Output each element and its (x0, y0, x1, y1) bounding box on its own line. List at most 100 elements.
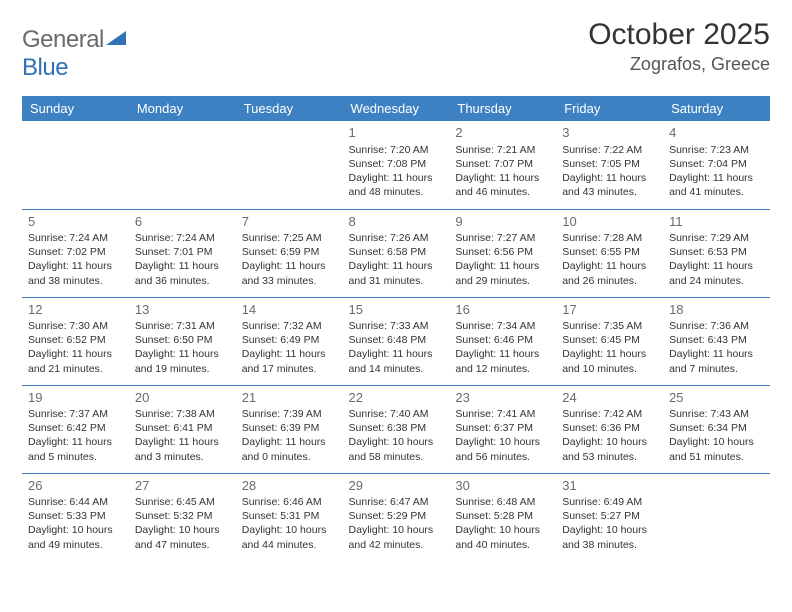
day-number: 26 (28, 477, 123, 495)
day-number: 2 (455, 124, 550, 142)
day-number: 9 (455, 213, 550, 231)
sunset-text: Sunset: 6:48 PM (349, 333, 444, 347)
sunrise-text: Sunrise: 6:49 AM (562, 495, 657, 509)
sunrise-text: Sunrise: 7:29 AM (669, 231, 764, 245)
calendar-day-cell: 13Sunrise: 7:31 AMSunset: 6:50 PMDayligh… (129, 297, 236, 385)
daylight-text: Daylight: 10 hours and 42 minutes. (349, 523, 444, 551)
daylight-text: Daylight: 10 hours and 49 minutes. (28, 523, 123, 551)
sunrise-text: Sunrise: 7:31 AM (135, 319, 230, 333)
sunrise-text: Sunrise: 7:27 AM (455, 231, 550, 245)
location-label: Zografos, Greece (588, 54, 770, 75)
sunrise-text: Sunrise: 6:48 AM (455, 495, 550, 509)
calendar-day-cell: 10Sunrise: 7:28 AMSunset: 6:55 PMDayligh… (556, 209, 663, 297)
day-number: 6 (135, 213, 230, 231)
calendar-week-row: 5Sunrise: 7:24 AMSunset: 7:02 PMDaylight… (22, 209, 770, 297)
calendar-day-cell (236, 121, 343, 209)
sunset-text: Sunset: 5:29 PM (349, 509, 444, 523)
sunrise-text: Sunrise: 7:25 AM (242, 231, 337, 245)
sunset-text: Sunset: 6:43 PM (669, 333, 764, 347)
sunset-text: Sunset: 6:37 PM (455, 421, 550, 435)
calendar-day-cell: 22Sunrise: 7:40 AMSunset: 6:38 PMDayligh… (343, 385, 450, 473)
calendar-day-cell: 30Sunrise: 6:48 AMSunset: 5:28 PMDayligh… (449, 473, 556, 561)
sunrise-text: Sunrise: 7:34 AM (455, 319, 550, 333)
daylight-text: Daylight: 10 hours and 44 minutes. (242, 523, 337, 551)
calendar-day-cell: 1Sunrise: 7:20 AMSunset: 7:08 PMDaylight… (343, 121, 450, 209)
day-number: 14 (242, 301, 337, 319)
sunset-text: Sunset: 6:49 PM (242, 333, 337, 347)
day-header: Tuesday (236, 96, 343, 121)
daylight-text: Daylight: 11 hours and 12 minutes. (455, 347, 550, 375)
daylight-text: Daylight: 10 hours and 40 minutes. (455, 523, 550, 551)
calendar-body: 1Sunrise: 7:20 AMSunset: 7:08 PMDaylight… (22, 121, 770, 561)
day-header: Friday (556, 96, 663, 121)
sunset-text: Sunset: 6:58 PM (349, 245, 444, 259)
day-header: Wednesday (343, 96, 450, 121)
day-number: 17 (562, 301, 657, 319)
calendar-table: SundayMondayTuesdayWednesdayThursdayFrid… (22, 96, 770, 561)
sunset-text: Sunset: 6:42 PM (28, 421, 123, 435)
daylight-text: Daylight: 11 hours and 46 minutes. (455, 171, 550, 199)
sunset-text: Sunset: 6:38 PM (349, 421, 444, 435)
header: General Blue October 2025 Zografos, Gree… (22, 18, 770, 82)
daylight-text: Daylight: 10 hours and 51 minutes. (669, 435, 764, 463)
sunrise-text: Sunrise: 6:44 AM (28, 495, 123, 509)
day-number: 30 (455, 477, 550, 495)
day-number: 13 (135, 301, 230, 319)
calendar-day-cell: 5Sunrise: 7:24 AMSunset: 7:02 PMDaylight… (22, 209, 129, 297)
daylight-text: Daylight: 10 hours and 53 minutes. (562, 435, 657, 463)
day-header: Monday (129, 96, 236, 121)
day-header: Thursday (449, 96, 556, 121)
sunrise-text: Sunrise: 6:45 AM (135, 495, 230, 509)
sunset-text: Sunset: 5:31 PM (242, 509, 337, 523)
daylight-text: Daylight: 10 hours and 56 minutes. (455, 435, 550, 463)
sunset-text: Sunset: 6:46 PM (455, 333, 550, 347)
title-block: October 2025 Zografos, Greece (588, 18, 770, 75)
sunset-text: Sunset: 6:55 PM (562, 245, 657, 259)
brand-name-b: Blue (22, 54, 68, 81)
daylight-text: Daylight: 11 hours and 24 minutes. (669, 259, 764, 287)
calendar-day-cell: 12Sunrise: 7:30 AMSunset: 6:52 PMDayligh… (22, 297, 129, 385)
sunrise-text: Sunrise: 7:26 AM (349, 231, 444, 245)
sunrise-text: Sunrise: 6:47 AM (349, 495, 444, 509)
calendar-day-cell: 18Sunrise: 7:36 AMSunset: 6:43 PMDayligh… (663, 297, 770, 385)
calendar-day-cell: 28Sunrise: 6:46 AMSunset: 5:31 PMDayligh… (236, 473, 343, 561)
calendar-day-cell (22, 121, 129, 209)
calendar-day-cell: 7Sunrise: 7:25 AMSunset: 6:59 PMDaylight… (236, 209, 343, 297)
sunset-text: Sunset: 7:04 PM (669, 157, 764, 171)
calendar-week-row: 26Sunrise: 6:44 AMSunset: 5:33 PMDayligh… (22, 473, 770, 561)
day-number: 21 (242, 389, 337, 407)
calendar-day-cell: 20Sunrise: 7:38 AMSunset: 6:41 PMDayligh… (129, 385, 236, 473)
sunset-text: Sunset: 6:39 PM (242, 421, 337, 435)
sunset-text: Sunset: 7:07 PM (455, 157, 550, 171)
page-title: October 2025 (588, 18, 770, 52)
calendar-day-cell: 6Sunrise: 7:24 AMSunset: 7:01 PMDaylight… (129, 209, 236, 297)
calendar-day-cell: 27Sunrise: 6:45 AMSunset: 5:32 PMDayligh… (129, 473, 236, 561)
day-number: 12 (28, 301, 123, 319)
day-number: 11 (669, 213, 764, 231)
day-number: 20 (135, 389, 230, 407)
sunset-text: Sunset: 5:28 PM (455, 509, 550, 523)
day-header: Sunday (22, 96, 129, 121)
day-number: 19 (28, 389, 123, 407)
sunrise-text: Sunrise: 7:28 AM (562, 231, 657, 245)
calendar-week-row: 19Sunrise: 7:37 AMSunset: 6:42 PMDayligh… (22, 385, 770, 473)
daylight-text: Daylight: 11 hours and 36 minutes. (135, 259, 230, 287)
sunrise-text: Sunrise: 6:46 AM (242, 495, 337, 509)
brand-name: General Blue (22, 26, 128, 82)
daylight-text: Daylight: 11 hours and 10 minutes. (562, 347, 657, 375)
sunset-text: Sunset: 6:53 PM (669, 245, 764, 259)
calendar-day-cell: 31Sunrise: 6:49 AMSunset: 5:27 PMDayligh… (556, 473, 663, 561)
brand-name-a: General (22, 26, 104, 53)
daylight-text: Daylight: 11 hours and 29 minutes. (455, 259, 550, 287)
day-number: 16 (455, 301, 550, 319)
calendar-week-row: 1Sunrise: 7:20 AMSunset: 7:08 PMDaylight… (22, 121, 770, 209)
day-number: 24 (562, 389, 657, 407)
sunset-text: Sunset: 6:59 PM (242, 245, 337, 259)
sunset-text: Sunset: 6:56 PM (455, 245, 550, 259)
sunset-text: Sunset: 6:45 PM (562, 333, 657, 347)
day-number: 25 (669, 389, 764, 407)
daylight-text: Daylight: 10 hours and 47 minutes. (135, 523, 230, 551)
daylight-text: Daylight: 11 hours and 17 minutes. (242, 347, 337, 375)
day-number: 5 (28, 213, 123, 231)
daylight-text: Daylight: 11 hours and 33 minutes. (242, 259, 337, 287)
